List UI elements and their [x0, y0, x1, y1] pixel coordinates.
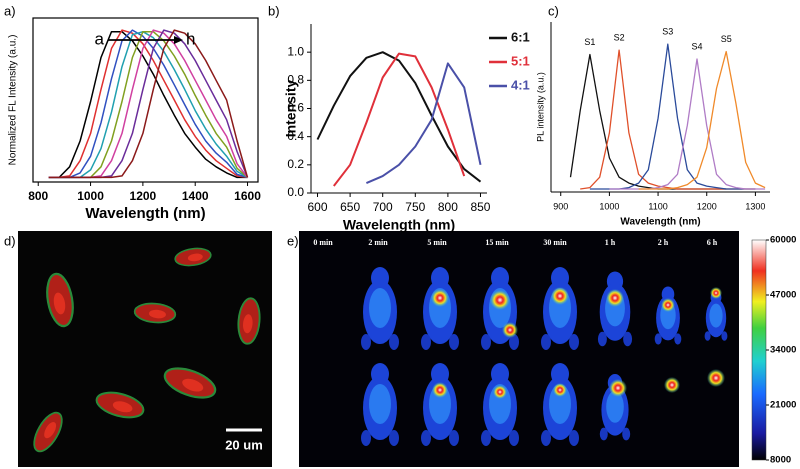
panel-label: e) [287, 233, 299, 248]
series-line [638, 50, 766, 190]
x-tick-label: 1200 [130, 189, 157, 203]
hotspot [707, 369, 725, 387]
y-tick-label: 0.6 [287, 101, 304, 115]
legend-label: 4:1 [511, 77, 530, 92]
x-tick-label: 1000 [77, 189, 104, 203]
x-tick-label: 900 [553, 201, 568, 211]
time-label: 15 min [485, 238, 509, 247]
scale-bar-label: 20 um [225, 437, 263, 452]
y-axis-label: Normalized FL Intensity (a.u.) [8, 35, 19, 166]
time-label: 6 h [707, 238, 718, 247]
x-tick-label: 750 [405, 200, 425, 214]
panel-label: d) [4, 233, 16, 248]
annotation: h [186, 29, 195, 48]
peak-label: S3 [662, 27, 673, 37]
hotspot [710, 287, 722, 299]
series-line [48, 30, 248, 179]
series-line [48, 29, 249, 179]
hotspot [502, 322, 518, 338]
x-tick-label: 1300 [745, 201, 765, 211]
colorbar-tick-label: 8000 [770, 455, 791, 466]
hotspot [431, 289, 449, 307]
x-tick-label: 850 [470, 200, 490, 214]
x-tick-label: 800 [438, 200, 458, 214]
x-tick-label: 1600 [234, 189, 261, 203]
time-label: 2 min [368, 238, 388, 247]
hotspot [553, 383, 567, 397]
x-axis-label: Wavelength (nm) [343, 217, 455, 233]
x-tick-label: 700 [373, 200, 393, 214]
x-tick-label: 1100 [648, 201, 667, 211]
y-axis-label: PL intensity (a.u.) [535, 72, 545, 142]
time-label: 1 h [605, 238, 616, 247]
hotspot [661, 298, 675, 312]
series-line [48, 29, 248, 179]
colorbar-tick-label: 60000 [770, 235, 796, 246]
annotation: a [95, 29, 105, 48]
plot-frame [32, 17, 259, 183]
hotspot [493, 385, 507, 399]
series-line [48, 30, 248, 179]
peak-label: S1 [584, 37, 595, 47]
x-axis-label: Wavelength (nm) [620, 217, 700, 228]
series-line [316, 51, 482, 183]
legend-label: 5:1 [511, 53, 530, 68]
y-tick-label: 0.4 [287, 129, 304, 143]
x-axis-label: Wavelength (nm) [85, 205, 205, 222]
y-tick-label: 0.0 [287, 185, 304, 199]
y-tick-label: 0.8 [287, 73, 304, 87]
hotspot [609, 379, 627, 397]
panel-label: a) [4, 3, 16, 18]
series-line [366, 62, 482, 185]
y-tick-label: 0.2 [287, 157, 304, 171]
hotspot [606, 289, 624, 307]
time-label: 0 min [313, 238, 333, 247]
colorbar-tick-label: 34000 [770, 345, 796, 356]
hotspot [490, 290, 510, 310]
series-line [333, 52, 466, 187]
peak-label: S4 [691, 41, 702, 51]
annotation-arrowhead [174, 36, 183, 44]
series-line [609, 58, 766, 190]
colorbar-tick-label: 21000 [770, 400, 796, 411]
y-axis-label: Intensity [283, 80, 299, 138]
mice-top-row [361, 267, 728, 350]
panel-label: b) [268, 3, 280, 18]
hotspot [551, 287, 569, 305]
x-tick-label: 800 [28, 189, 48, 203]
panel-label: c) [548, 3, 559, 18]
series-line [580, 49, 756, 190]
legend-label: 6:1 [511, 29, 530, 44]
mice-bottom-row [361, 363, 725, 446]
series-line [48, 29, 248, 179]
x-tick-label: 1200 [697, 201, 717, 211]
time-label: 2 h [658, 238, 669, 247]
time-label: 5 min [427, 238, 447, 247]
x-tick-label: 650 [340, 200, 360, 214]
peak-label: S2 [614, 32, 625, 42]
hotspot [432, 382, 448, 398]
hotspot [664, 377, 680, 393]
colorbar [751, 239, 767, 461]
colorbar-tick-label: 47000 [770, 290, 796, 301]
x-tick-label: 600 [308, 200, 328, 214]
x-tick-label: 1000 [599, 201, 619, 211]
x-tick-label: 1400 [182, 189, 209, 203]
peak-label: S5 [721, 34, 732, 44]
y-tick-label: 1.0 [287, 44, 304, 58]
time-label: 30 min [543, 238, 567, 247]
